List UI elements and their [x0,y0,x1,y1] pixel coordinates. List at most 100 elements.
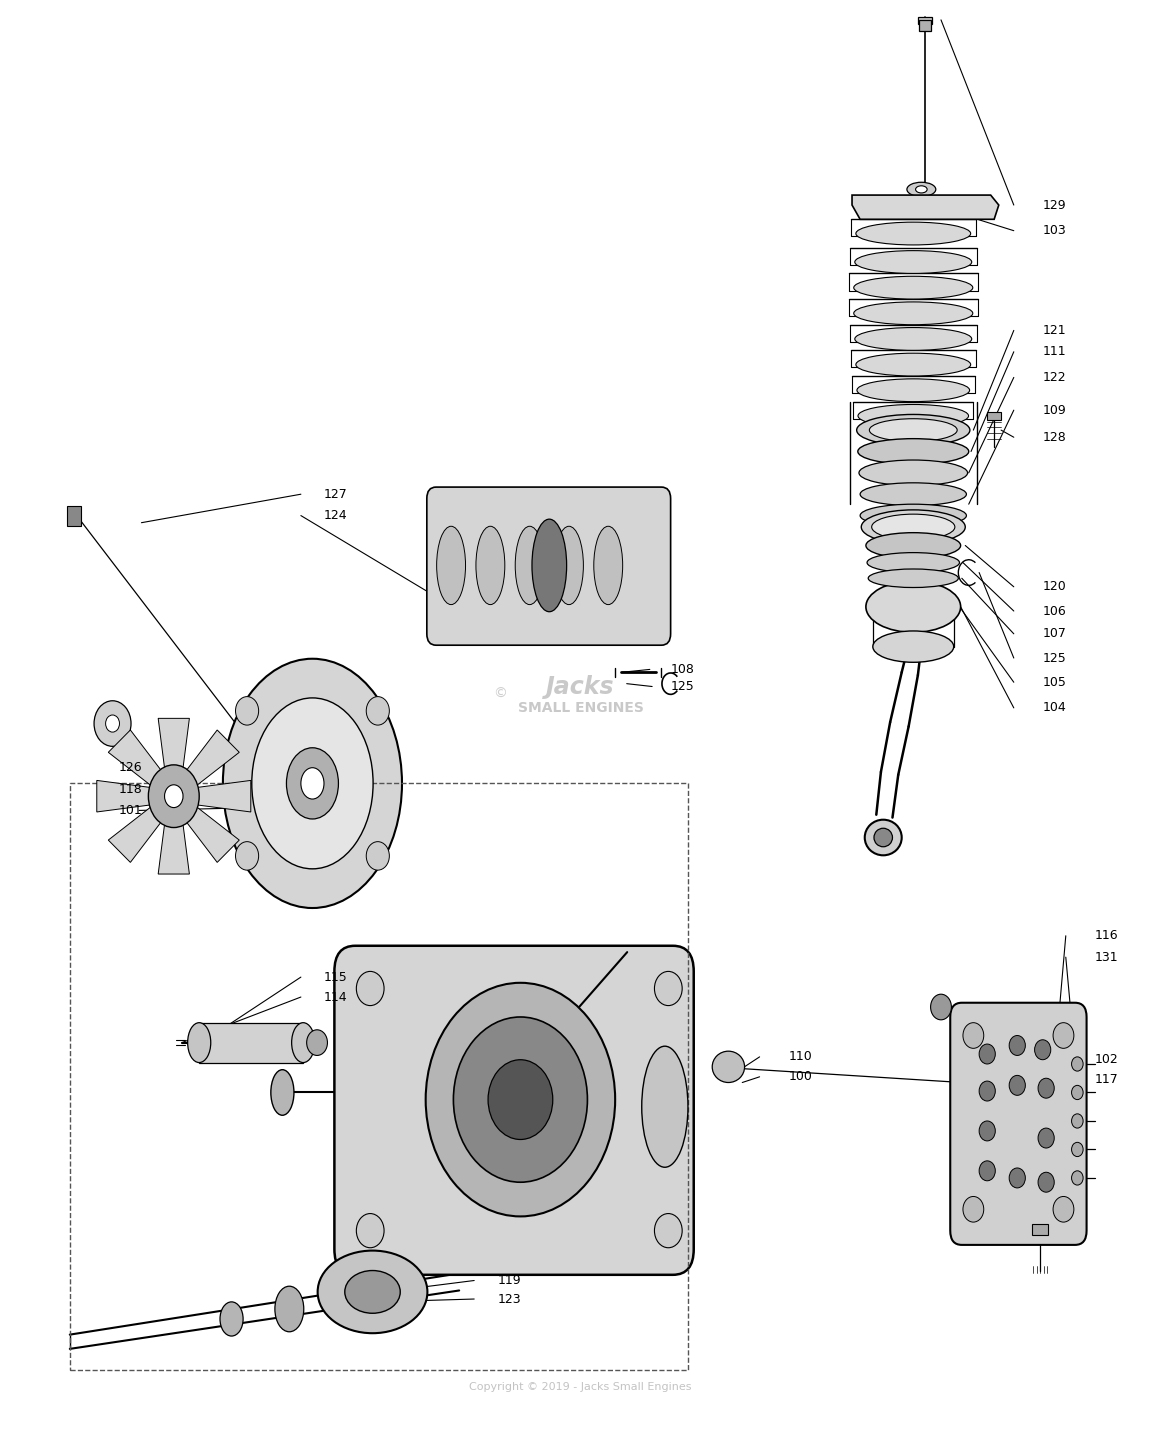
Ellipse shape [853,276,973,299]
Circle shape [356,971,384,1005]
Text: 103: 103 [1043,225,1067,237]
Bar [70,784,688,1370]
Ellipse shape [874,828,893,847]
Circle shape [356,1214,384,1248]
Text: 124: 124 [324,509,347,522]
Ellipse shape [223,659,402,908]
Circle shape [1072,1057,1083,1071]
Circle shape [459,601,490,641]
Circle shape [1009,1075,1025,1095]
Circle shape [1072,1143,1083,1157]
Ellipse shape [859,460,967,486]
Text: 116: 116 [1095,930,1118,942]
Circle shape [426,982,615,1217]
Ellipse shape [858,439,968,465]
Circle shape [1038,1078,1054,1098]
Text: 123: 123 [497,1293,521,1306]
Ellipse shape [860,505,966,528]
Text: 122: 122 [1043,370,1066,383]
Text: 125: 125 [1043,652,1067,665]
Bar [67,506,81,526]
Ellipse shape [476,526,505,605]
Ellipse shape [861,511,965,543]
Circle shape [366,842,389,869]
FancyBboxPatch shape [950,1002,1087,1246]
Ellipse shape [856,222,971,245]
Ellipse shape [219,1301,243,1336]
FancyBboxPatch shape [334,945,694,1274]
Circle shape [94,701,131,746]
Text: 100: 100 [788,1070,813,1084]
Circle shape [149,765,200,828]
Text: 121: 121 [1043,325,1066,337]
Ellipse shape [515,526,545,605]
Circle shape [1072,1085,1083,1100]
Text: 117: 117 [1095,1072,1118,1087]
Text: 131: 131 [1095,951,1118,964]
Ellipse shape [870,419,957,442]
Text: 106: 106 [1043,605,1067,618]
Ellipse shape [188,1022,211,1062]
Text: 129: 129 [1043,199,1066,212]
Circle shape [1053,1022,1074,1048]
Ellipse shape [858,405,968,428]
Circle shape [931,994,951,1020]
Ellipse shape [532,519,567,612]
Ellipse shape [252,698,373,869]
Polygon shape [197,781,251,812]
Polygon shape [108,807,163,862]
Text: 114: 114 [324,991,347,1004]
Ellipse shape [857,415,969,446]
Text: 115: 115 [324,971,348,984]
Polygon shape [852,194,998,219]
Circle shape [236,696,259,725]
Circle shape [488,1060,553,1140]
Bar [200,1022,303,1062]
Circle shape [962,1022,983,1048]
Text: 105: 105 [1043,676,1067,689]
Text: 109: 109 [1043,403,1067,416]
Circle shape [1072,1171,1083,1185]
Circle shape [1009,1168,1025,1188]
Text: 126: 126 [118,761,142,774]
Circle shape [236,842,259,869]
Polygon shape [185,729,239,785]
FancyBboxPatch shape [427,488,671,645]
Text: 110: 110 [788,1051,813,1064]
Text: 108: 108 [671,664,694,676]
Polygon shape [158,821,189,874]
Ellipse shape [866,581,960,632]
Circle shape [979,1044,995,1064]
Ellipse shape [301,768,324,799]
Ellipse shape [712,1051,744,1083]
Bar [987,412,1001,420]
Text: 111: 111 [1043,345,1066,359]
Polygon shape [96,781,150,812]
Text: 120: 120 [1043,581,1067,593]
Ellipse shape [642,1047,688,1167]
Text: 127: 127 [324,488,348,500]
Circle shape [454,1017,587,1183]
Circle shape [979,1121,995,1141]
Text: 101: 101 [118,804,142,817]
Text: Jacks: Jacks [546,675,615,698]
Ellipse shape [872,515,954,539]
Ellipse shape [865,819,902,855]
Circle shape [1072,1114,1083,1128]
Ellipse shape [867,552,959,572]
Text: 107: 107 [1043,628,1067,641]
Bar [920,20,931,31]
Ellipse shape [907,182,936,196]
Ellipse shape [275,1286,304,1331]
Text: Copyright © 2019 - Jacks Small Engines: Copyright © 2019 - Jacks Small Engines [469,1383,692,1393]
Ellipse shape [860,483,966,506]
Ellipse shape [854,250,972,273]
Circle shape [655,1214,683,1248]
Ellipse shape [873,631,953,662]
Bar [918,17,932,24]
Ellipse shape [857,379,969,402]
Text: 104: 104 [1043,701,1067,715]
Circle shape [1009,1035,1025,1055]
Ellipse shape [437,526,466,605]
Polygon shape [108,729,163,785]
